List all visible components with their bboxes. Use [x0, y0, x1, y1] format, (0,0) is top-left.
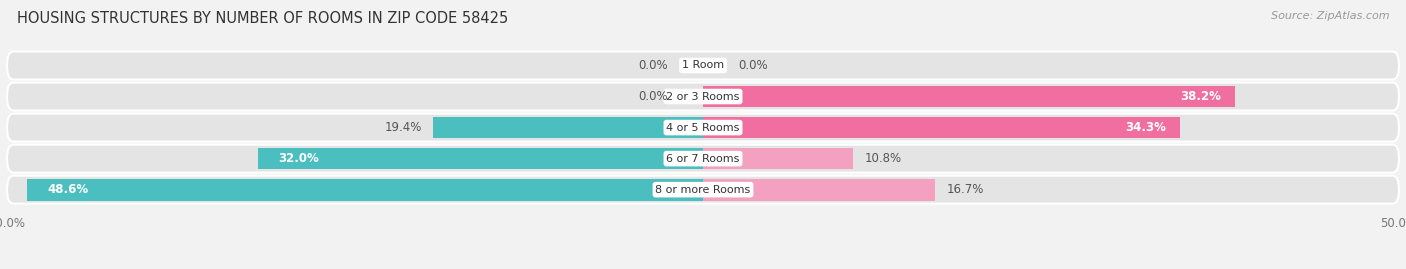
Bar	[703, 148, 853, 169]
Text: 0.0%: 0.0%	[638, 59, 668, 72]
Bar	[27, 179, 703, 200]
Bar	[703, 179, 935, 200]
Text: HOUSING STRUCTURES BY NUMBER OF ROOMS IN ZIP CODE 58425: HOUSING STRUCTURES BY NUMBER OF ROOMS IN…	[17, 11, 508, 26]
Text: 10.8%: 10.8%	[865, 152, 901, 165]
Bar	[257, 148, 703, 169]
Text: 19.4%: 19.4%	[384, 121, 422, 134]
Text: 0.0%: 0.0%	[638, 90, 668, 103]
Bar	[703, 117, 1181, 139]
Text: 6 or 7 Rooms: 6 or 7 Rooms	[666, 154, 740, 164]
Text: 1 Room: 1 Room	[682, 61, 724, 70]
Text: 32.0%: 32.0%	[278, 152, 319, 165]
FancyBboxPatch shape	[7, 176, 1399, 204]
FancyBboxPatch shape	[7, 52, 1399, 79]
FancyBboxPatch shape	[7, 114, 1399, 141]
Text: 16.7%: 16.7%	[946, 183, 984, 196]
Text: 4 or 5 Rooms: 4 or 5 Rooms	[666, 123, 740, 133]
Text: 48.6%: 48.6%	[48, 183, 89, 196]
FancyBboxPatch shape	[7, 145, 1399, 173]
Text: Source: ZipAtlas.com: Source: ZipAtlas.com	[1271, 11, 1389, 21]
Text: 2 or 3 Rooms: 2 or 3 Rooms	[666, 91, 740, 101]
Bar	[433, 117, 703, 139]
Text: 38.2%: 38.2%	[1180, 90, 1220, 103]
FancyBboxPatch shape	[7, 83, 1399, 111]
Text: 0.0%: 0.0%	[738, 59, 768, 72]
Text: 34.3%: 34.3%	[1126, 121, 1167, 134]
Text: 8 or more Rooms: 8 or more Rooms	[655, 185, 751, 195]
Bar	[703, 86, 1234, 107]
